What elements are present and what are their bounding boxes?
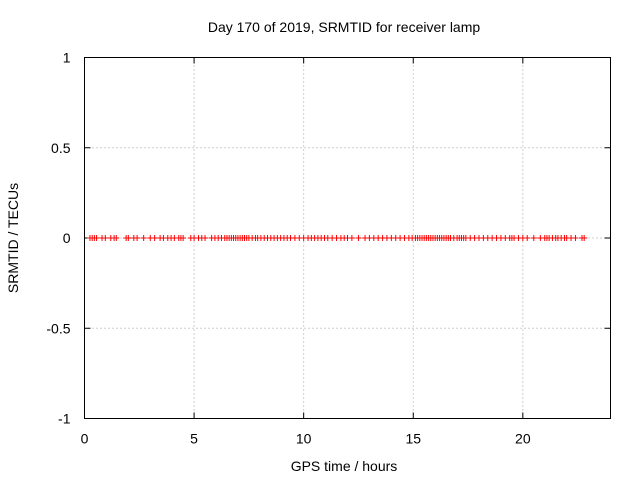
data-point — [113, 235, 120, 241]
x-axis-label: GPS time / hours — [291, 458, 398, 474]
data-point — [355, 235, 362, 241]
data-point — [348, 235, 355, 241]
data-point — [151, 235, 158, 241]
data-point — [134, 235, 141, 241]
data-point — [581, 235, 588, 241]
data-point — [530, 235, 537, 241]
y-tick-label: 0.5 — [51, 140, 71, 156]
x-tick-label: 5 — [190, 431, 198, 447]
y-axis-label: SRMTID / TECUs — [5, 183, 21, 293]
axis-ticks — [84, 57, 611, 419]
x-tick-label: 0 — [81, 431, 89, 447]
y-tick-label: 0 — [63, 230, 71, 246]
tick-labels: 0 5 10 15 20 1 0.5 0 -0.5 -1 — [46, 50, 530, 447]
data-point — [140, 235, 147, 241]
data-point — [180, 235, 187, 241]
x-tick-label: 15 — [405, 431, 421, 447]
y-tick-label: -0.5 — [46, 320, 70, 336]
y-tick-label: 1 — [63, 50, 71, 66]
data-points — [86, 235, 588, 241]
data-point — [93, 235, 100, 241]
data-point — [572, 235, 579, 241]
data-point — [125, 235, 132, 241]
chart-title: Day 170 of 2019, SRMTID for receiver lam… — [208, 19, 481, 35]
data-point — [202, 235, 209, 241]
x-tick-label: 20 — [515, 431, 531, 447]
data-point — [524, 235, 531, 241]
y-tick-label: -1 — [58, 411, 71, 427]
x-tick-label: 10 — [296, 431, 312, 447]
data-point — [102, 235, 109, 241]
